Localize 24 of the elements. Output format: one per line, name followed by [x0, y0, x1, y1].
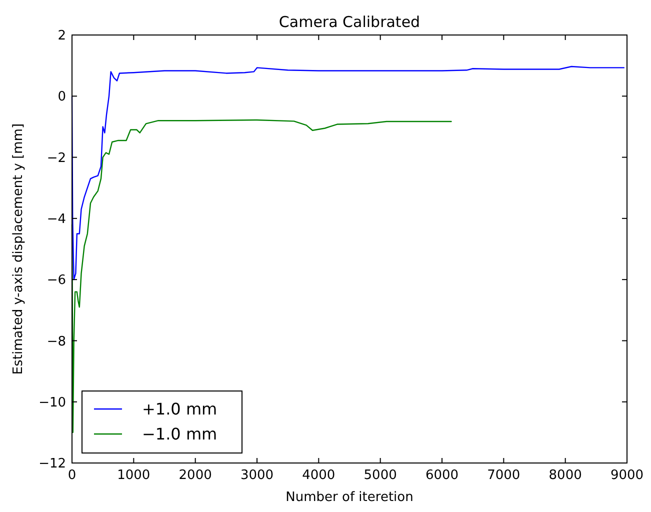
x-axis-title: Number of iteretion [286, 490, 414, 505]
y-tick-label: 0 [58, 90, 66, 105]
x-tick-label: 0 [68, 468, 76, 483]
x-tick-label: 3000 [240, 468, 274, 483]
chart-title: Camera Calibrated [278, 13, 420, 31]
y-tick-label: 2 [58, 28, 66, 44]
legend-label: −1.0 mm [142, 424, 218, 444]
x-tick-label: 8000 [548, 468, 582, 483]
y-tick-label: −4 [46, 212, 66, 227]
x-tick-label: 4000 [302, 468, 336, 483]
y-tick-label: −10 [38, 395, 66, 410]
legend-label: +1.0 mm [142, 400, 218, 419]
y-tick-label: −6 [46, 273, 66, 288]
x-tick-label: 2000 [178, 468, 212, 483]
y-tick-label: −12 [38, 456, 66, 472]
x-tick-label: 1000 [117, 468, 150, 483]
line-series [71, 66, 625, 280]
y-tick-label: −8 [46, 334, 66, 350]
x-tick-label: 6000 [425, 468, 459, 483]
x-tick-label: 9000 [610, 468, 644, 483]
y-axis-title: Estimated y-axis displacement y [mm] [11, 123, 26, 375]
x-tick-label: 5000 [364, 468, 397, 483]
x-tick-label: 7000 [487, 468, 520, 483]
y-tick-label: −2 [46, 150, 66, 166]
